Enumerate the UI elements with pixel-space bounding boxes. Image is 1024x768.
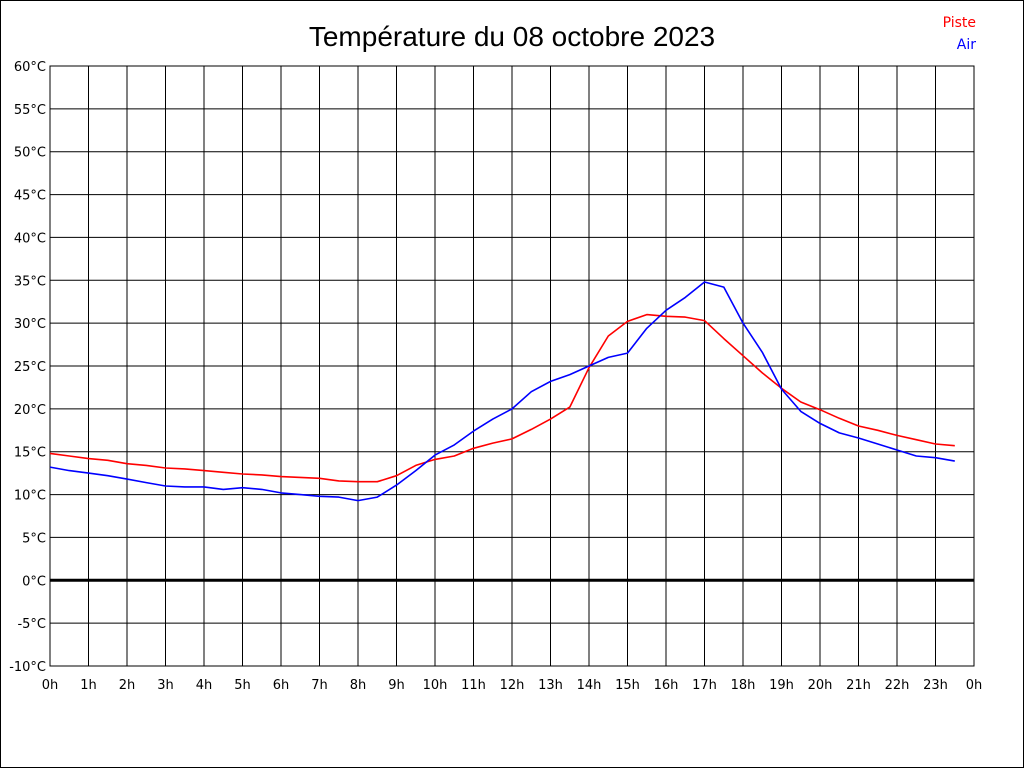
y-tick-label: 30°C [14, 317, 46, 332]
y-tick-label: -5°C [17, 617, 46, 632]
x-tick-label: 4h [196, 678, 213, 693]
legend: Piste Air [943, 15, 977, 53]
grid [49, 65, 975, 667]
y-tick-label: 10°C [14, 489, 46, 504]
axes [49, 65, 975, 667]
x-tick-label: 0h [966, 678, 983, 693]
x-tick-label: 19h [769, 678, 794, 693]
y-tick-label: 60°C [14, 60, 46, 75]
x-tick-label: 12h [500, 678, 525, 693]
y-tick-labels: 60°C 55°C 50°C 45°C 40°C 35°C 30°C 25°C 20°C 15°C… [9, 60, 46, 675]
x-tick-label: 8h [350, 678, 367, 693]
series-line-air [49, 281, 955, 502]
x-tick-label: 18h [731, 678, 756, 693]
x-tick-label: 21h [846, 678, 871, 693]
y-tick-label: 35°C [14, 274, 46, 289]
y-tick-label: 55°C [14, 103, 46, 118]
y-tick-label: 25°C [14, 360, 46, 375]
x-tick-label: 3h [157, 678, 174, 693]
y-tick-label: 20°C [14, 403, 46, 418]
x-tick-label: 13h [538, 678, 563, 693]
y-tick-label: -10°C [9, 660, 46, 675]
x-tick-label: 7h [311, 678, 328, 693]
x-tick-label: 23h [923, 678, 948, 693]
x-tick-label: 14h [577, 678, 602, 693]
y-tick-label: 5°C [22, 531, 46, 546]
plot-border [49, 65, 975, 667]
y-tick-label: 15°C [14, 446, 46, 461]
x-tick-label: 10h [423, 678, 448, 693]
x-tick-label: 2h [119, 678, 136, 693]
legend-entry-air: Air [957, 37, 976, 53]
y-tick-label: 0°C [22, 574, 46, 589]
x-tick-label: 11h [461, 678, 486, 693]
chart-title: Température du 08 octobre 2023 [309, 21, 715, 52]
x-tick-label: 6h [273, 678, 290, 693]
x-tick-label: 0h [42, 678, 59, 693]
x-tick-label: 5h [234, 678, 251, 693]
x-tick-label: 20h [808, 678, 833, 693]
x-tick-labels: 0h 1h 2h 3h 4h 5h 6h 7h 8h 9h 10h 11h 12h 13h 14h 15h 16… [42, 678, 983, 693]
legend-entry-piste: Piste [943, 15, 976, 31]
series-line-piste [49, 313, 955, 483]
x-tick-label: 22h [885, 678, 910, 693]
y-tick-label: 50°C [14, 146, 46, 161]
x-tick-label: 15h [615, 678, 640, 693]
series-lines [49, 281, 955, 502]
x-tick-label: 17h [692, 678, 717, 693]
y-tick-label: 40°C [14, 231, 46, 246]
x-tick-label: 1h [80, 678, 97, 693]
x-tick-label: 9h [388, 678, 405, 693]
y-tick-label: 45°C [14, 189, 46, 204]
x-tick-label: 16h [654, 678, 679, 693]
